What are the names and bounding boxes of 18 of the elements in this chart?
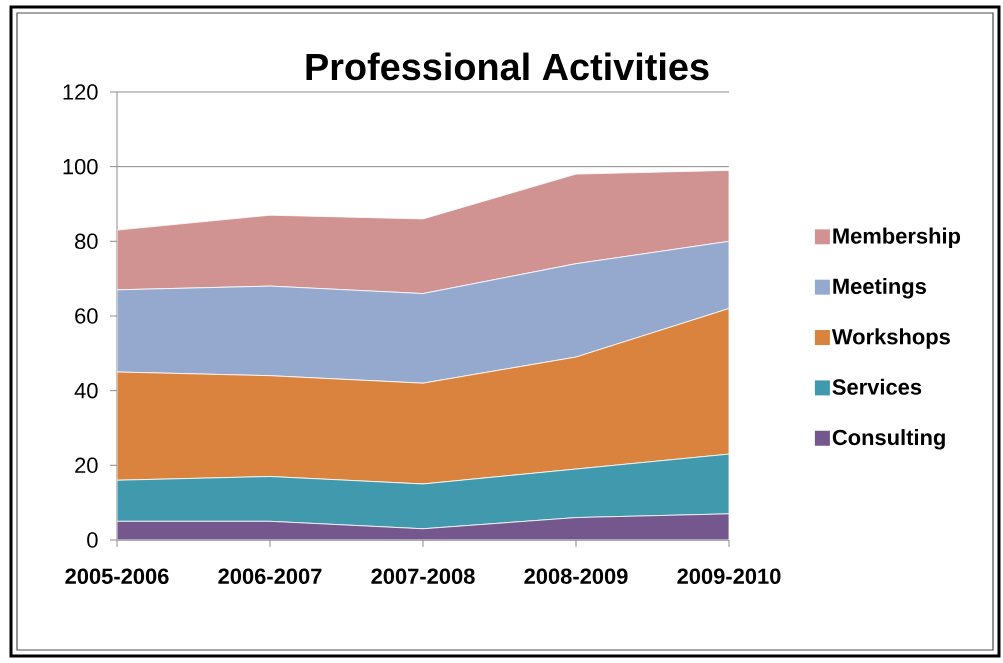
legend-label: Workshops [831, 328, 950, 349]
y-tick-label: 80 [75, 233, 98, 250]
legend-label: Services [832, 378, 922, 395]
y-tick-label: 0 [87, 532, 98, 548]
y-tick-label: 60 [75, 308, 98, 324]
x-tick-label: 2005-2006 [65, 568, 169, 585]
y-tick-label: 120 [63, 84, 98, 100]
x-tick-label: 2006-2007 [218, 568, 322, 585]
legend-label: Membership [833, 227, 961, 249]
x-tick-label: 2008-2009 [524, 568, 628, 585]
y-tick-label: 40 [74, 382, 98, 399]
legend-label: Meetings [833, 277, 926, 299]
legend-label: Consulting [832, 429, 945, 450]
x-tick-label: 2009-2010 [677, 568, 781, 585]
y-tick-label: 20 [75, 457, 98, 474]
x-tick-label: 2007-2008 [371, 568, 475, 585]
chart-title: Professional Activities [306, 52, 709, 81]
y-tick-label: 100 [63, 158, 98, 175]
